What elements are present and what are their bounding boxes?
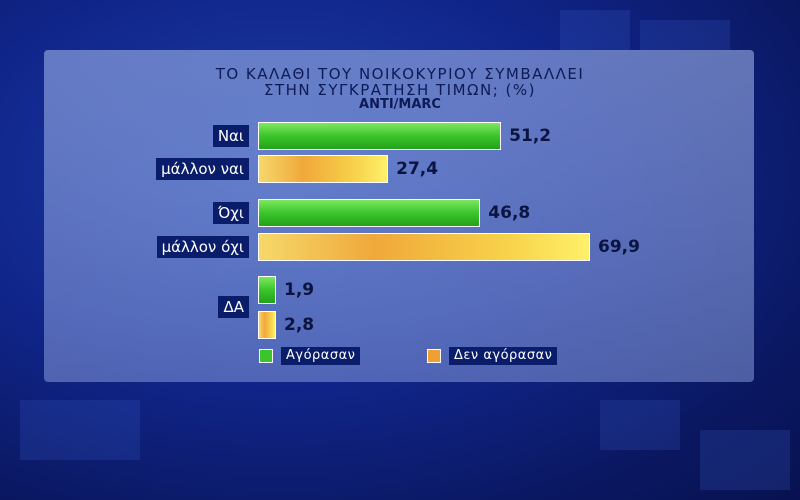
category-label: ΔΑ xyxy=(218,296,249,318)
bg-tile xyxy=(560,10,630,50)
category-label: Όχι xyxy=(213,202,249,224)
category-label: μάλλον ναι xyxy=(156,158,249,180)
category-label: Ναι xyxy=(212,125,249,147)
value-label: 46,8 xyxy=(488,203,531,223)
bg-tile xyxy=(20,400,140,460)
value-label: 51,2 xyxy=(509,126,552,146)
bar-bought xyxy=(258,276,276,304)
chart-title-line1: ΤΟ ΚΑΛΑΘΙ ΤΟΥ ΝΟΙΚΟΚΥΡΙΟΥ ΣΥΜΒΑΛΛΕΙ xyxy=(215,65,585,83)
legend-label-not-bought: Δεν αγόρασαν xyxy=(449,347,558,365)
bg-tile xyxy=(700,430,790,490)
bar-bought xyxy=(258,199,481,227)
chart-source: ANTI/MARC xyxy=(359,97,441,112)
legend-swatch-green xyxy=(259,349,273,363)
bar-bought xyxy=(258,122,502,150)
chart-title-line2: ΣΤΗΝ ΣΥΓΚΡΑΤΗΣΗ ΤΙΜΩΝ; (%) xyxy=(263,81,536,99)
bar-not-bought xyxy=(258,311,276,339)
legend-swatch-orange xyxy=(427,349,441,363)
value-label: 27,4 xyxy=(396,159,439,179)
bg-tile xyxy=(640,20,730,50)
value-label: 2,8 xyxy=(284,315,315,335)
value-label: 69,9 xyxy=(598,237,640,257)
category-label: μάλλον όχι xyxy=(156,236,249,258)
bar-not-bought xyxy=(258,233,590,261)
legend-label-bought: Αγόρασαν xyxy=(281,347,361,365)
value-label: 1,9 xyxy=(284,280,315,300)
bar-not-bought xyxy=(258,155,389,183)
bg-tile xyxy=(600,400,680,450)
